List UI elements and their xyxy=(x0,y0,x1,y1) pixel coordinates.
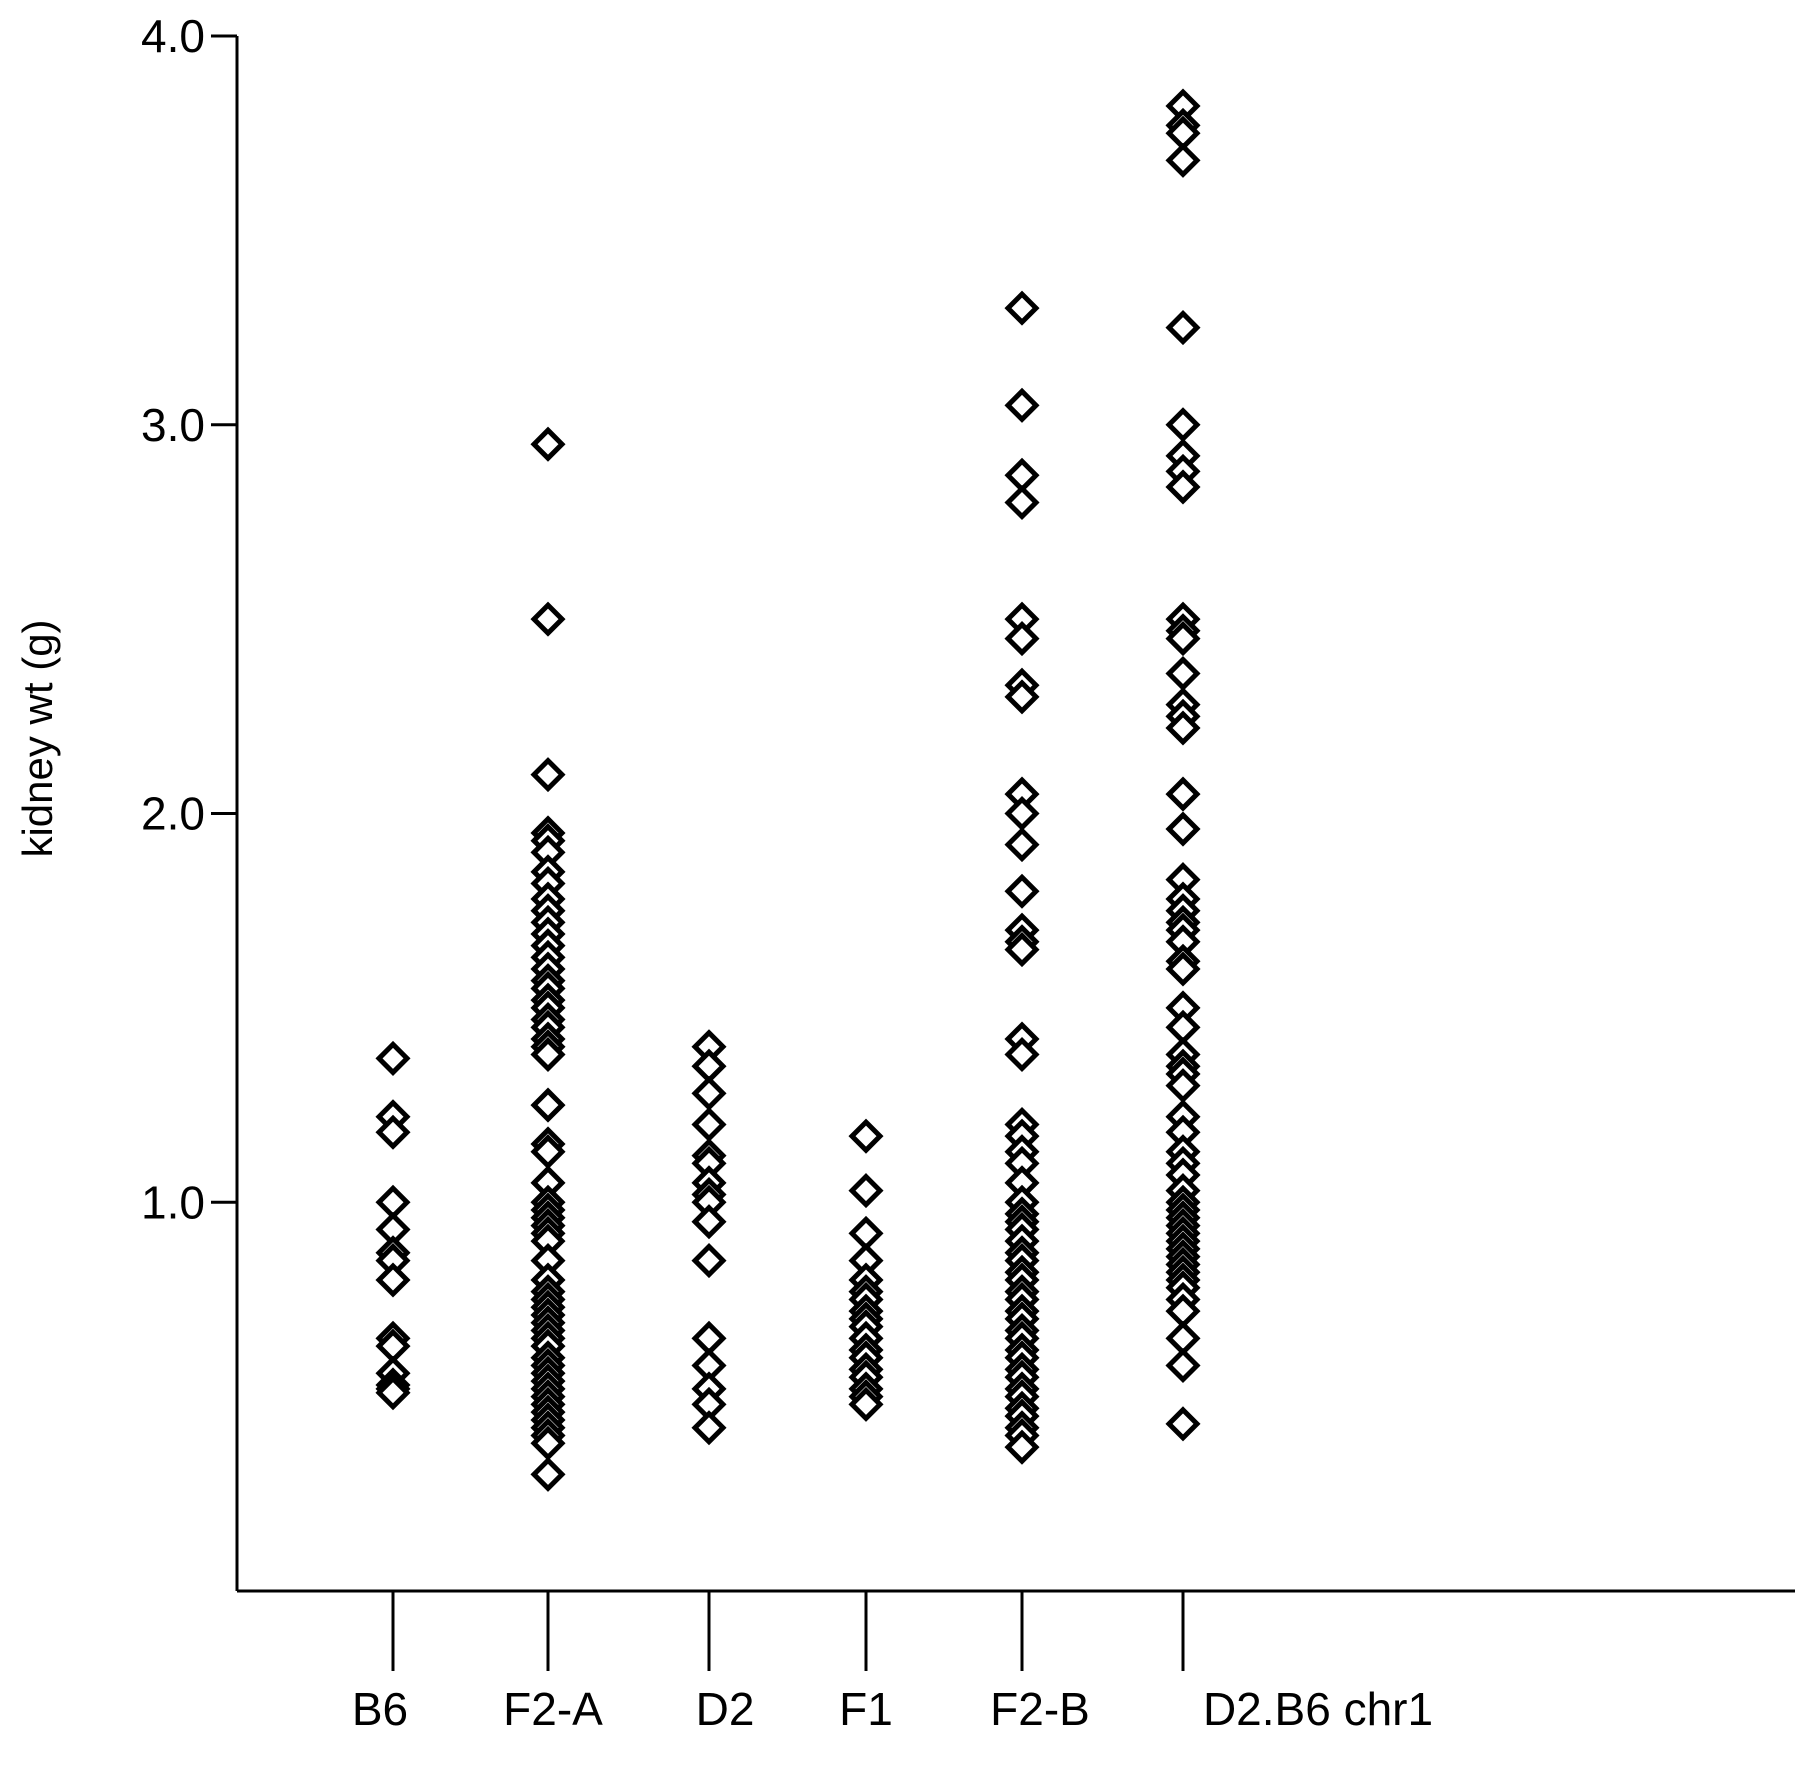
data-point xyxy=(1165,1406,1201,1442)
data-point xyxy=(1004,827,1040,863)
data-point xyxy=(1165,407,1201,443)
y-tick-label: 4.0 xyxy=(141,10,205,62)
y-tick-label: 2.0 xyxy=(141,788,205,840)
data-point xyxy=(1165,811,1201,847)
data-point xyxy=(1004,621,1040,657)
x-category-label: B6 xyxy=(352,1683,408,1735)
x-axis: B6 F2-A D2 F1 F2-B D2.B6 chr1 xyxy=(237,1589,1795,1735)
data-point xyxy=(1004,290,1040,326)
y-axis: 1.0 2.0 3.0 4.0 xyxy=(141,10,239,1591)
x-category-label: D2 xyxy=(696,1683,755,1735)
x-category-label: F2-A xyxy=(503,1683,603,1735)
data-point xyxy=(691,1075,727,1111)
data-point xyxy=(1165,621,1201,657)
data-point xyxy=(375,1262,411,1298)
data-point xyxy=(1004,679,1040,715)
data-point xyxy=(530,1087,566,1123)
data-point xyxy=(1004,484,1040,521)
data-point xyxy=(375,1114,411,1150)
data-point xyxy=(530,757,566,793)
y-axis-title: kidney wt (g) xyxy=(14,619,61,857)
data-point xyxy=(530,1036,566,1073)
data-point xyxy=(1004,387,1040,423)
x-category-label: F2-B xyxy=(990,1683,1090,1735)
data-point xyxy=(375,1375,411,1411)
data-point xyxy=(1165,1347,1201,1384)
data-point xyxy=(1004,1036,1040,1073)
data-point xyxy=(1165,469,1201,505)
data-point xyxy=(848,1118,884,1154)
data-point xyxy=(691,1204,727,1240)
data-point xyxy=(530,426,566,462)
data-point xyxy=(1004,1429,1040,1465)
data-points xyxy=(375,88,1201,1492)
data-point xyxy=(1165,776,1201,812)
data-point xyxy=(1165,710,1201,746)
data-point xyxy=(1004,932,1040,968)
data-point xyxy=(1165,310,1201,346)
x-category-label: F1 xyxy=(839,1683,893,1735)
data-point xyxy=(1165,142,1201,178)
data-point xyxy=(1004,873,1040,909)
y-tick-label: 3.0 xyxy=(141,399,205,451)
data-point xyxy=(530,1456,566,1492)
data-point xyxy=(691,1243,727,1279)
data-point xyxy=(691,1410,727,1446)
data-point xyxy=(1004,795,1040,832)
data-point xyxy=(848,1173,884,1209)
data-point xyxy=(848,1386,884,1422)
data-point xyxy=(375,1040,411,1076)
data-point xyxy=(1165,951,1201,987)
data-point xyxy=(1165,656,1201,692)
y-tick-label: 1.0 xyxy=(141,1176,205,1228)
x-category-label: D2.B6 chr1 xyxy=(1203,1683,1433,1735)
data-point xyxy=(691,1106,727,1143)
data-point xyxy=(530,601,566,637)
